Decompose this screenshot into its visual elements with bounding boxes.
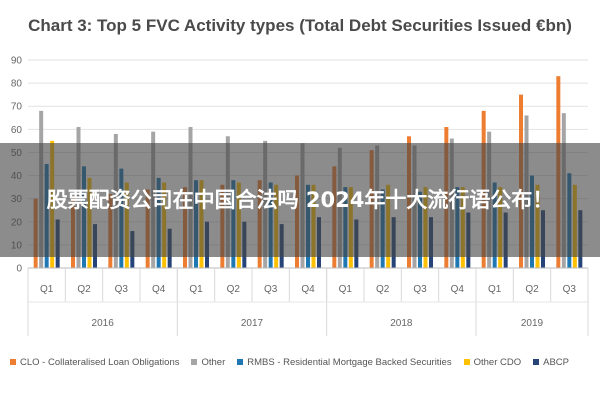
- legend-item: CLO - Collateralised Loan Obligations: [10, 357, 179, 368]
- x-group-label: 2018: [390, 318, 413, 329]
- legend-swatch: [533, 359, 540, 365]
- x-tick-label: Q2: [525, 284, 539, 295]
- legend-label: CLO - Collateralised Loan Obligations: [20, 356, 180, 368]
- x-tick-label: Q3: [264, 284, 278, 295]
- overlay-text: 股票配资公司在中国合法吗 2024年十大流行语公布！: [46, 188, 554, 212]
- y-tick-label: 80: [11, 79, 23, 90]
- legend-swatch: [191, 359, 198, 365]
- x-tick-label: Q3: [115, 284, 129, 295]
- x-group-label: 2019: [521, 318, 544, 329]
- x-tick-label: Q4: [301, 284, 315, 295]
- legend-label: RMBS - Residential Mortgage Backed Secur…: [247, 356, 452, 368]
- x-tick-label: Q4: [152, 284, 166, 295]
- x-tick-label: Q2: [77, 284, 91, 295]
- x-tick-label: Q3: [413, 284, 427, 295]
- x-group-label: 2016: [92, 318, 115, 329]
- legend-label: ABCP: [543, 356, 569, 368]
- legend-item: Other: [191, 357, 225, 368]
- legend-label: Other CDO: [473, 356, 522, 368]
- y-tick-label: 60: [11, 125, 23, 136]
- legend-item: ABCP: [533, 357, 569, 368]
- legend-item: RMBS - Residential Mortgage Backed Secur…: [237, 356, 452, 368]
- legend-label: Other: [201, 356, 226, 368]
- x-tick-label: Q1: [488, 284, 502, 295]
- x-tick-label: Q1: [189, 284, 203, 295]
- x-tick-label: Q2: [227, 284, 241, 295]
- legend-swatch: [237, 359, 244, 365]
- x-tick-label: Q1: [339, 284, 353, 295]
- chart-legend: CLO - Collateralised Loan Obligations Oth…: [10, 354, 595, 370]
- legend-swatch: [463, 359, 470, 365]
- x-tick-label: Q1: [40, 284, 54, 295]
- x-group-label: 2017: [241, 318, 264, 329]
- y-tick-label: 70: [11, 102, 23, 113]
- chart-title: Chart 3: Top 5 FVC Activity types (Total…: [28, 16, 572, 35]
- legend-item: Other CDO: [463, 356, 522, 368]
- y-tick-label: 90: [11, 56, 23, 67]
- legend-swatch: [10, 359, 16, 365]
- x-tick-label: Q3: [563, 284, 577, 295]
- x-tick-label: Q4: [451, 284, 465, 295]
- y-tick-label: 0: [16, 264, 22, 275]
- overlay-banner: 股票配资公司在中国合法吗 2024年十大流行语公布！: [0, 143, 600, 257]
- x-tick-label: Q2: [376, 284, 390, 295]
